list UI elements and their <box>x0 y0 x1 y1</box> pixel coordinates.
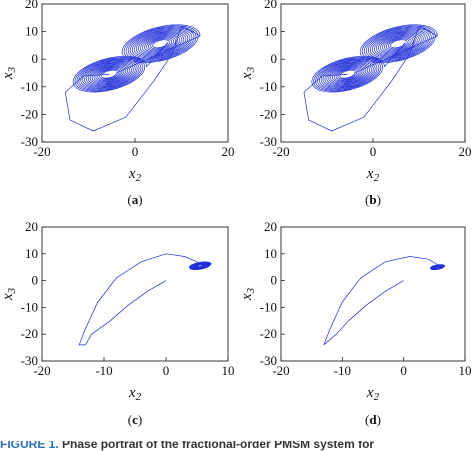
y-tick-label: 20 <box>25 219 38 234</box>
x-tick-label: -10 <box>95 363 112 378</box>
plot-frame <box>280 3 466 143</box>
y-tick-label: -20 <box>21 326 38 341</box>
y-tick-label: 10 <box>264 24 277 39</box>
trajectory-line <box>323 256 446 346</box>
y-tick-label: 10 <box>25 24 38 39</box>
y-axis-label: x3 <box>239 66 257 80</box>
panel-label: (b) <box>365 192 381 207</box>
x-tick-label: 10 <box>459 363 472 378</box>
x-axis-label: x2 <box>366 385 380 403</box>
trajectory-line <box>64 24 201 132</box>
x-tick-label: -20 <box>33 144 50 159</box>
x-tick-label: 20 <box>459 144 472 159</box>
x-tick-label: -20 <box>272 144 289 159</box>
panel-label: (a) <box>127 192 142 207</box>
caption-body: Phase portrait of the fractional-order P… <box>62 441 375 451</box>
y-tick-label: -30 <box>21 134 38 149</box>
x-axis-label: x2 <box>128 166 142 184</box>
x-tick-label: 0 <box>163 363 170 378</box>
x-tick-label: 10 <box>222 363 235 378</box>
y-tick-label: -20 <box>21 106 38 121</box>
panel-label: (c) <box>128 412 142 427</box>
caption-text-line: FIGURE 1. Phase portrait of the fraction… <box>0 441 374 451</box>
y-tick-label: -20 <box>260 326 277 341</box>
plot-frame <box>41 3 229 143</box>
y-tick-label: -10 <box>260 299 277 314</box>
y-tick-label: 10 <box>264 246 277 261</box>
x-axis-label: x2 <box>366 166 380 184</box>
trajectory-line <box>78 253 212 346</box>
y-tick-label: -30 <box>21 353 38 368</box>
y-tick-label: -10 <box>21 299 38 314</box>
y-tick-label: 20 <box>25 0 38 11</box>
x-tick-label: -20 <box>33 363 50 378</box>
y-axis-label: x3 <box>239 287 257 301</box>
y-tick-label: -30 <box>260 353 277 368</box>
caption-label: FIGURE 1. <box>0 441 59 451</box>
y-tick-label: 0 <box>32 51 39 66</box>
x-tick-label: 20 <box>222 144 235 159</box>
y-tick-label: -10 <box>260 79 277 94</box>
plot-frame <box>280 226 466 362</box>
y-tick-label: 0 <box>32 273 39 288</box>
y-tick-label: -30 <box>260 134 277 149</box>
y-tick-label: -20 <box>260 106 277 121</box>
y-tick-label: 0 <box>271 51 278 66</box>
panel-label: (d) <box>365 412 381 427</box>
x-tick-label: -10 <box>334 363 351 378</box>
y-tick-label: -10 <box>21 79 38 94</box>
y-axis-label: x3 <box>0 287 18 301</box>
x-tick-label: 0 <box>370 144 377 159</box>
y-axis-label: x3 <box>0 66 18 80</box>
y-tick-label: 10 <box>25 246 38 261</box>
y-tick-label: 0 <box>271 273 278 288</box>
y-tick-label: 20 <box>264 0 277 11</box>
y-tick-label: 20 <box>264 219 277 234</box>
x-tick-label: 0 <box>400 363 407 378</box>
plot-frame <box>41 226 229 362</box>
figure-caption: FIGURE 1. Phase portrait of the fraction… <box>0 441 474 451</box>
x-axis-label: x2 <box>128 385 142 403</box>
x-tick-label: 0 <box>132 144 139 159</box>
x-tick-label: -20 <box>272 363 289 378</box>
trajectory-line <box>303 24 438 132</box>
